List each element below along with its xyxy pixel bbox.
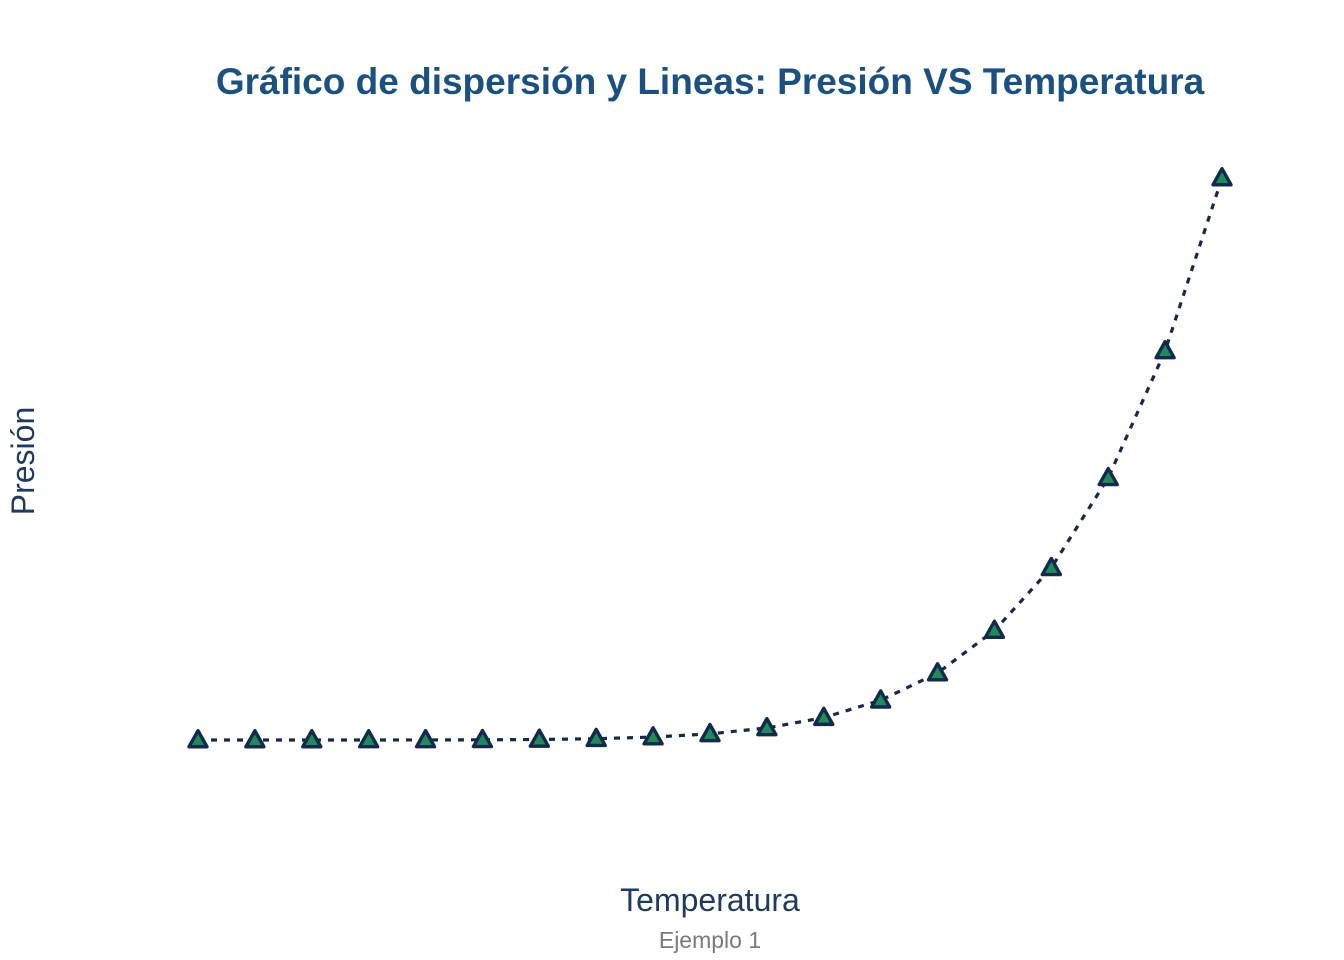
data-point-marker <box>642 726 664 746</box>
data-point-marker <box>187 728 209 749</box>
data-point-marker <box>699 722 721 743</box>
data-point-marker <box>1211 166 1233 187</box>
chart-title: Gráfico de dispersión y Lineas: Presión … <box>216 61 1205 102</box>
data-point-marker <box>813 706 835 727</box>
data-point-marker <box>1040 556 1063 577</box>
data-point-marker <box>471 728 494 749</box>
data-point-marker <box>301 728 323 749</box>
data-point-marker <box>756 716 778 737</box>
x-axis-label: Temperatura <box>620 882 800 918</box>
data-point-marker <box>244 728 266 749</box>
plot-area <box>187 166 1233 749</box>
chart-caption: Ejemplo 1 <box>659 927 761 953</box>
data-point-marker <box>528 728 551 748</box>
data-point-marker <box>1097 466 1119 487</box>
series-line <box>197 177 1224 742</box>
data-point-marker <box>869 689 892 709</box>
data-point-marker <box>983 619 1006 639</box>
data-point-marker <box>357 728 380 749</box>
data-point-marker <box>1154 339 1176 360</box>
data-point-marker <box>414 728 437 749</box>
data-point-marker <box>585 727 607 748</box>
y-axis-label: Presión <box>5 407 41 516</box>
data-point-marker <box>926 662 949 682</box>
